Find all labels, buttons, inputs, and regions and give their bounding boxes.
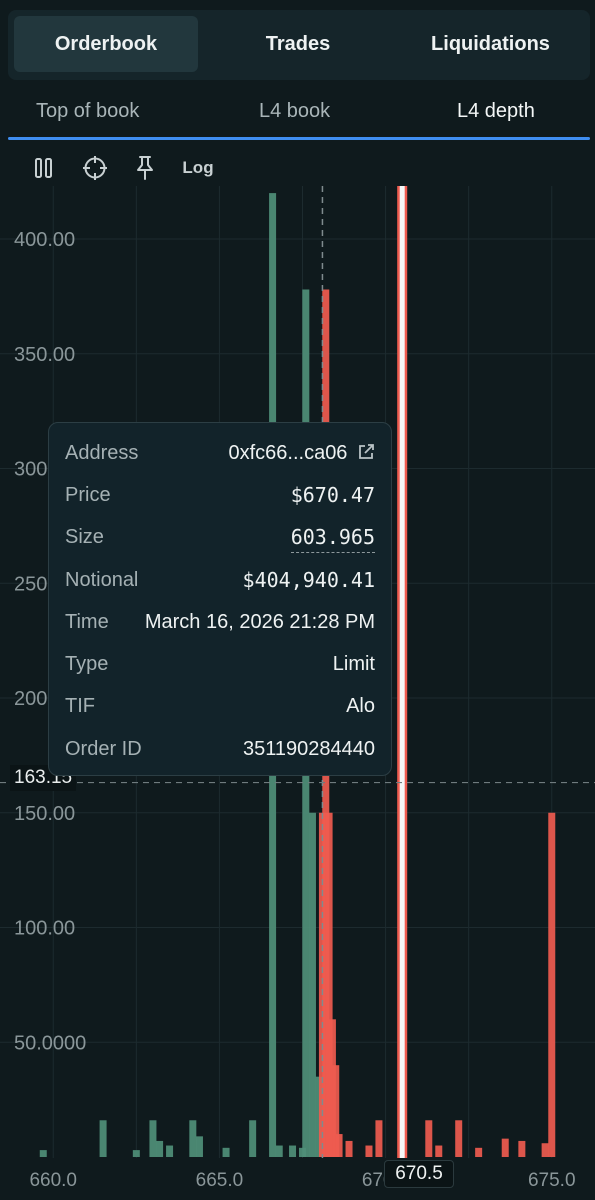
size-label: Size [65,526,104,548]
tif-value: Alo [346,695,375,717]
subtab-l4-depth[interactable]: L4 depth [457,100,535,122]
x-tick-label: 675.0 [528,1170,576,1191]
order-id-label: Order ID [65,738,142,760]
pause-icon[interactable] [30,150,58,186]
bid-bar [156,1140,164,1157]
size-value: 603.965 [290,522,375,553]
ask-bar [365,1145,373,1157]
subtab-top-of-book[interactable]: Top of book [36,100,140,122]
bid-bar [195,1136,203,1157]
ask-bar [345,1140,353,1157]
ask-bar [325,812,333,1157]
tooltip-row-order-id: Order ID 351190284440 [65,734,375,764]
bid-bar [275,1145,283,1157]
order-id-value: 351190284440 [243,738,375,760]
main-tabs: Orderbook Trades Liquidations [8,10,590,80]
tooltip-row-size: Size 603.965 [65,522,375,553]
time-value: March 16, 2026 21:28 PM [144,611,375,633]
ask-bar [375,1120,383,1157]
bid-bar [99,1120,107,1157]
tab-liquidations[interactable]: Liquidations [431,33,550,55]
notional-value: $404,940.41 [242,568,375,592]
subtab-l4-book[interactable]: L4 book [259,100,331,122]
x-tick-label: 660.0 [29,1170,77,1191]
ask-bar [475,1147,483,1157]
log-label: Log [182,158,214,177]
ask-bar [548,812,556,1157]
bid-bar [39,1150,47,1157]
price-label: Price [65,484,111,506]
tooltip-row-notional: Notional $404,940.41 [65,565,375,595]
bid-bar [149,1120,157,1157]
ask-bar [455,1120,463,1157]
tooltip-row-time: Time March 16, 2026 21:28 PM [65,607,375,637]
y-tick-label: 50.0000 [14,1032,86,1054]
y-tick-label: 350.00 [14,344,75,366]
y-tick-label: 400.00 [14,229,75,251]
x-tick-label: 665.0 [196,1170,244,1191]
bid-bar [289,1145,297,1157]
crosshair-icon[interactable] [80,150,110,186]
order-tooltip: Address 0xfc66...ca06 Price $670.47 Size… [48,422,392,776]
bid-bar [189,1120,197,1157]
type-label: Type [65,653,109,675]
y-tick-label: 150.00 [14,803,75,825]
ask-bar [425,1120,433,1157]
address-value: 0xfc66...ca06 [228,442,348,464]
ask-bar [541,1143,549,1157]
log-scale-toggle[interactable]: Log [180,150,216,186]
time-label: Time [65,611,109,633]
ask-bar [501,1138,509,1157]
notional-label: Notional [65,569,139,591]
bid-bar [222,1147,230,1157]
type-value: Limit [332,653,375,675]
tab-trades[interactable]: Trades [265,33,331,55]
highlighted-order-core [399,186,405,1158]
pin-icon[interactable] [132,150,158,186]
bid-bar [308,812,316,1157]
external-link-icon [359,444,374,459]
bid-bar [166,1145,174,1157]
ask-bar [435,1145,443,1157]
ask-bar [332,1065,340,1157]
active-tab-indicator [8,137,590,140]
bid-bar [249,1120,257,1157]
tooltip-row-address: Address 0xfc66...ca06 [65,438,375,468]
sub-tabs: Top of book L4 book L4 depth [8,86,590,142]
tab-orderbook[interactable]: Orderbook [14,16,198,72]
tooltip-row-tif: TIF Alo [65,691,375,721]
tooltip-row-type: Type Limit [65,649,375,679]
price-value: $670.47 [290,483,375,507]
ask-bar [335,1134,343,1157]
y-tick-label: 100.00 [14,918,75,940]
address-label: Address [65,442,139,464]
ask-bar [518,1140,526,1157]
address-link[interactable]: 0xfc66...ca06 [228,438,375,468]
crosshair-x-label: 670.5 [384,1160,454,1188]
tif-label: TIF [65,695,95,717]
bid-bar [132,1150,140,1157]
tooltip-row-price: Price $670.47 [65,480,375,510]
